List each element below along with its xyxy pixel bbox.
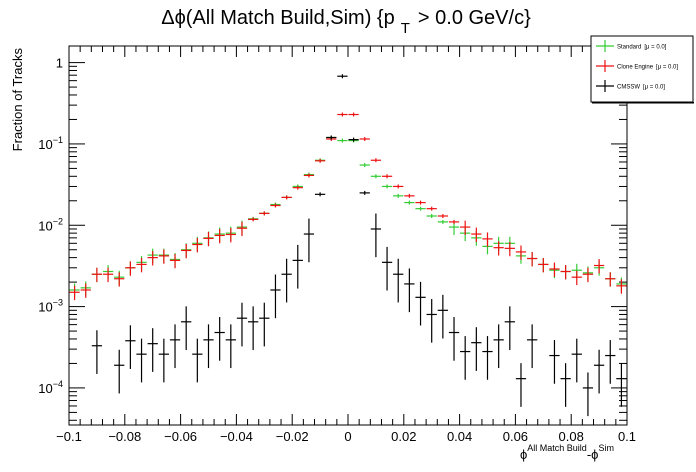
x-tick-label: −0.1 bbox=[56, 429, 82, 444]
x-tick-label: 0 bbox=[344, 429, 351, 444]
title-main: Δϕ(All Match Build,Sim) {p bbox=[161, 7, 395, 29]
y-tick-label: 1 bbox=[56, 56, 63, 71]
series-cmssw bbox=[91, 74, 627, 417]
legend-box bbox=[590, 35, 694, 103]
axis-ticks bbox=[68, 46, 628, 425]
y-tick-label-base: 10 bbox=[38, 300, 52, 315]
x-tick-label: −0.04 bbox=[220, 429, 253, 444]
legend-stat-clone-engine: [μ = 0.0] bbox=[656, 65, 678, 71]
x-tick-label: 0.04 bbox=[447, 429, 472, 444]
y-tick-label: 10−2 bbox=[38, 216, 63, 233]
y-tick-label: 10−1 bbox=[38, 135, 63, 152]
legend-label-clone-engine: Clone Engine bbox=[617, 65, 654, 71]
y-axis-label: Fraction of Tracks bbox=[10, 48, 25, 152]
y-tick-label: 10−3 bbox=[38, 298, 63, 315]
legend-stat-standard: [μ = 0.0] bbox=[644, 45, 666, 51]
y-tick-label-exponent: −3 bbox=[53, 298, 63, 308]
svg-text:Standard[μ = 0.0]: Standard [μ = 0.0] bbox=[617, 45, 667, 51]
y-tick-label: 10−4 bbox=[38, 379, 63, 396]
x-tick-label: 0.1 bbox=[618, 429, 636, 444]
legend-entry-cmssw: CMSSW [μ = 0.0] bbox=[596, 80, 665, 92]
chart-title: Δϕ(All Match Build,Sim) {p T > 0.0 GeV/c} bbox=[161, 7, 531, 37]
x-tick-label: 0.02 bbox=[391, 429, 416, 444]
y-tick-labels: 10−410−310−210−11 bbox=[38, 56, 63, 396]
x-tick-label: 0.06 bbox=[503, 429, 528, 444]
y-tick-label-exponent: −1 bbox=[53, 135, 63, 145]
x-label-sup-left: All Match Build bbox=[527, 443, 587, 453]
x-label-phi: ϕ bbox=[520, 447, 527, 462]
legend-stat-cmssw: [μ = 0.0] bbox=[643, 85, 665, 91]
x-label-sup-right: Sim bbox=[598, 443, 614, 453]
x-axis-label: ϕAll Match Build-ϕSim bbox=[520, 443, 614, 462]
y-tick-label-exponent: −4 bbox=[53, 379, 63, 389]
x-tick-label: 0.08 bbox=[559, 429, 584, 444]
y-tick-label-exponent: −2 bbox=[53, 216, 63, 226]
legend-label-cmssw: CMSSW bbox=[617, 85, 640, 91]
legend-entry-clone-engine: Clone Engine [μ = 0.0] bbox=[596, 60, 678, 72]
legend-entry-standard: Standard [μ = 0.0] bbox=[596, 40, 667, 52]
series-standard bbox=[69, 135, 627, 298]
title-subscript: T bbox=[401, 20, 410, 37]
x-tick-label: −0.08 bbox=[108, 429, 141, 444]
y-tick-label-base: 10 bbox=[38, 381, 52, 396]
title-tail: > 0.0 GeV/c} bbox=[418, 7, 531, 29]
svg-text:Clone Engine[μ = 0.0]: Clone Engine [μ = 0.0] bbox=[617, 65, 678, 71]
y-tick-label-base: 10 bbox=[38, 218, 52, 233]
svg-text:CMSSW[μ = 0.0]: CMSSW [μ = 0.0] bbox=[617, 85, 665, 91]
x-tick-label: −0.02 bbox=[276, 429, 309, 444]
y-tick-label-base: 1 bbox=[56, 56, 63, 71]
x-tick-labels: −0.1 −0.08 −0.06 −0.04 −0.02 0 0.02 0.04 0.06 0.0… bbox=[56, 429, 636, 444]
y-tick-label-base: 10 bbox=[38, 137, 52, 152]
series-clone-engine bbox=[69, 112, 627, 301]
legend: Standard [μ = 0.0] Clone Engine [μ = 0.0] … bbox=[590, 35, 694, 104]
legend-shadow bbox=[592, 102, 694, 104]
series-layer bbox=[69, 74, 627, 417]
x-label-dash: -ϕ bbox=[587, 447, 599, 462]
legend-label-standard: Standard bbox=[617, 45, 641, 51]
x-tick-label: −0.06 bbox=[164, 429, 197, 444]
